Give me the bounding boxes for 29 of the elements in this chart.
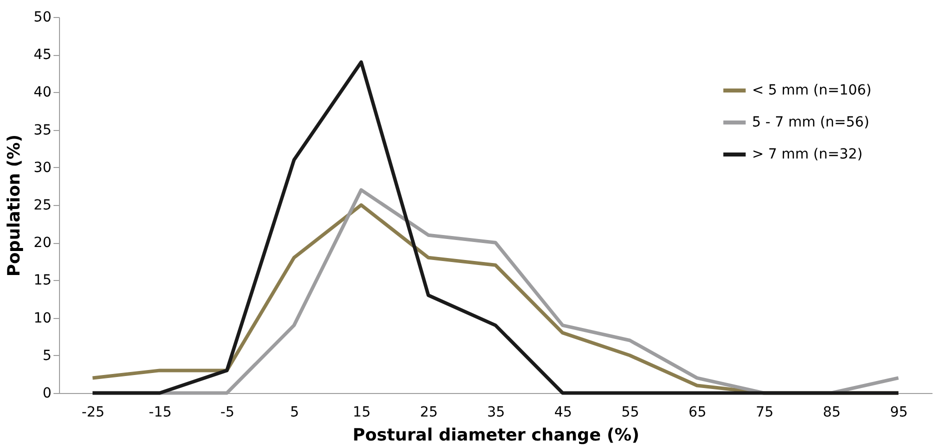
x-tick-label: 5: [290, 404, 299, 420]
x-tick-label: -15: [148, 404, 172, 420]
x-tick-label: 55: [621, 404, 640, 420]
legend-label: < 5 mm (n=106): [752, 82, 872, 98]
y-tick-label: 35: [34, 122, 52, 138]
y-tick-label: 25: [34, 198, 52, 214]
y-tick-label: 5: [42, 348, 52, 364]
x-tick-label: 35: [487, 404, 505, 420]
y-tick-label: 45: [34, 47, 52, 64]
y-tick-label: 40: [34, 84, 52, 101]
y-tick-label: 20: [34, 235, 52, 252]
y-tick-label: 0: [42, 386, 52, 402]
legend-label: > 7 mm (n=32): [752, 146, 863, 162]
y-axis-title: Population (%): [4, 134, 25, 276]
y-tick-label: 15: [34, 272, 52, 289]
x-tick-label: 95: [890, 404, 908, 420]
x-tick-label: 15: [352, 404, 371, 420]
y-tick-label: 50: [34, 10, 52, 26]
y-tick-label: 30: [34, 160, 52, 176]
x-tick-label: -5: [220, 404, 234, 420]
x-tick-label: 75: [756, 404, 774, 420]
x-tick-label: -25: [82, 404, 105, 420]
x-tick-label: 25: [420, 404, 438, 420]
x-axis-title: Postural diameter change (%): [352, 426, 640, 446]
legend-label: 5 - 7 mm (n=56): [752, 114, 870, 130]
y-tick-label: 10: [34, 310, 52, 326]
x-tick-label: 85: [822, 404, 841, 420]
x-tick-label: 45: [554, 404, 572, 420]
x-tick-label: 65: [688, 404, 706, 420]
